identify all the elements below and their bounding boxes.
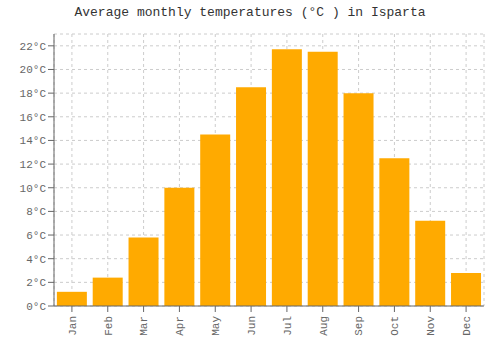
svg-text:Jul: Jul [282, 316, 294, 336]
svg-text:Jan: Jan [67, 316, 79, 336]
svg-text:4°C: 4°C [26, 254, 46, 266]
svg-text:18°C: 18°C [20, 88, 47, 100]
html-text:Average monthly temperatures (: Average monthly temperatures (°C ) in Is… [74, 5, 426, 20]
svg-text:14°C: 14°C [20, 135, 47, 147]
svg-text:Mar: Mar [138, 316, 150, 336]
svg-text:Apr: Apr [174, 316, 186, 336]
svg-text:22°C: 22°C [20, 41, 47, 53]
svg-text:Aug: Aug [318, 316, 330, 336]
svg-text:Jun: Jun [246, 316, 258, 336]
svg-text:Nov: Nov [425, 316, 437, 336]
svg-text:Dec: Dec [461, 316, 473, 336]
svg-text:2°C: 2°C [26, 277, 46, 289]
svg-text:May: May [210, 316, 222, 336]
svg-text:Sep: Sep [353, 316, 365, 336]
svg-text:20°C: 20°C [20, 64, 47, 76]
svg-text:0°C: 0°C [26, 301, 46, 313]
svg-text:10°C: 10°C [20, 183, 47, 195]
svg-text:6°C: 6°C [26, 230, 46, 242]
svg-text:8°C: 8°C [26, 206, 46, 218]
svg-text:12°C: 12°C [20, 159, 47, 171]
svg-text:Feb: Feb [103, 316, 115, 336]
svg-text:16°C: 16°C [20, 112, 47, 124]
svg-text:Oct: Oct [389, 316, 401, 336]
